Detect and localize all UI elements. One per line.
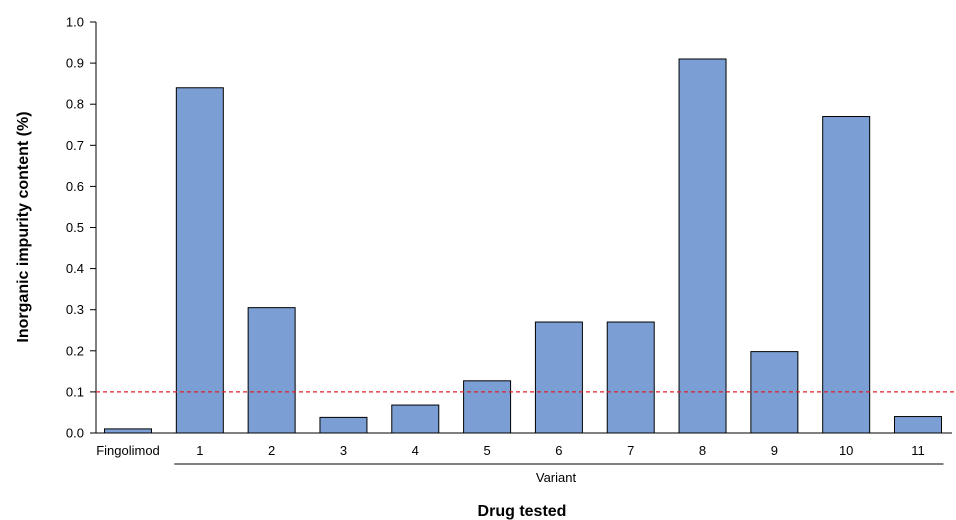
y-tick-label: 0.9 xyxy=(66,56,84,71)
y-tick-label: 0.2 xyxy=(66,343,84,358)
x-tick-label: 2 xyxy=(268,443,275,458)
y-tick-label: 0.0 xyxy=(66,426,84,441)
bar-5 xyxy=(463,380,512,434)
y-tick-label: 0.5 xyxy=(66,220,84,235)
x-tick-label: 3 xyxy=(340,443,347,458)
bar-2 xyxy=(247,307,296,434)
y-tick-label: 1.0 xyxy=(66,15,84,30)
bar-3 xyxy=(319,416,368,434)
bar-4 xyxy=(391,404,440,434)
y-axis: 0.0 0.1 0.2 0.3 0.4 0.5 0.6 0.7 0.8 0.9 1.0 xyxy=(66,15,97,441)
x-tick-label: 1 xyxy=(196,443,203,458)
bar-10 xyxy=(822,116,871,434)
y-tick-label: 0.3 xyxy=(66,302,84,317)
bar-8 xyxy=(678,58,727,434)
bar-fingolimod xyxy=(104,428,152,434)
x-tick-label: 6 xyxy=(555,443,562,458)
x-tick-label: 11 xyxy=(911,443,925,458)
x-tick-label: 4 xyxy=(412,443,419,458)
bar-6 xyxy=(534,321,583,434)
x-axis-title: Drug tested xyxy=(478,503,567,520)
y-tick-label: 0.4 xyxy=(66,261,84,276)
bars xyxy=(104,58,942,434)
group-label: Variant xyxy=(536,470,577,485)
y-tick-label: 0.6 xyxy=(66,179,84,194)
x-axis: Fingolimod 1 2 3 4 5 6 7 8 9 10 11 xyxy=(96,432,952,465)
y-tick-label: 0.8 xyxy=(66,97,84,112)
y-tick-label: 0.7 xyxy=(66,138,84,153)
bar-11 xyxy=(894,416,942,434)
y-axis-title: Inorganic impurity content (%) xyxy=(15,111,32,342)
x-tick-label: 9 xyxy=(771,443,778,458)
x-tick-label: 10 xyxy=(839,443,853,458)
x-tick-label: 5 xyxy=(483,443,490,458)
bar-7 xyxy=(606,321,655,434)
x-tick-label: 7 xyxy=(627,443,634,458)
y-tick-label: 0.1 xyxy=(66,384,84,399)
x-tick-label: 8 xyxy=(699,443,706,458)
x-tick-label: Fingolimod xyxy=(96,443,160,458)
bar-1 xyxy=(175,87,224,434)
